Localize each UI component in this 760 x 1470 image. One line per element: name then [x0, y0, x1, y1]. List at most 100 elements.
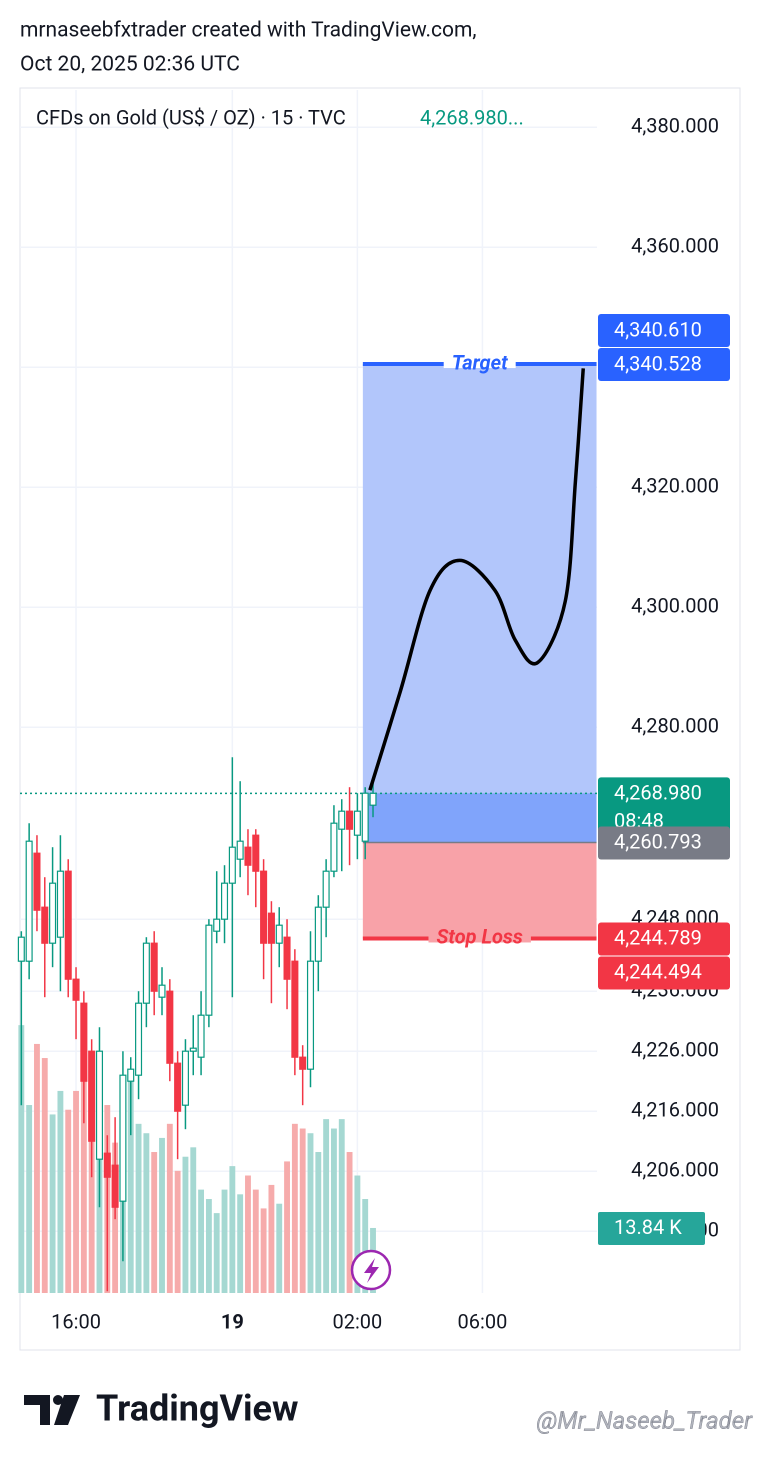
volume-bar [159, 1137, 165, 1293]
candle-body [267, 912, 275, 944]
candle-body [299, 1056, 307, 1070]
volume-bar [213, 1213, 220, 1293]
candle-body [338, 810, 346, 830]
volume-bar [57, 1090, 64, 1293]
volume-bar [245, 1175, 251, 1293]
volume-bar [205, 1199, 212, 1293]
candle-body [275, 924, 283, 944]
candle-body [361, 792, 369, 842]
volume-bar [49, 1114, 56, 1293]
x-tick-label: 02:00 [332, 1309, 382, 1333]
price-label: 4,244.494 [614, 960, 702, 984]
candle-body [72, 978, 80, 1001]
candle-body [252, 834, 260, 872]
replay-icon [350, 1249, 392, 1291]
volume-bar [323, 1119, 330, 1293]
volume-bar [284, 1161, 290, 1293]
candle-body [103, 1152, 111, 1178]
volume-bar [315, 1152, 322, 1293]
candle-body [346, 810, 354, 830]
axis-layer: 4,380.0004,360.0004,340.0004,320.0004,30… [51, 113, 730, 1333]
candle-body [119, 1074, 127, 1202]
candle-body [17, 936, 25, 962]
volume-bar [18, 1025, 25, 1293]
tradingview-logo: TradingView [24, 1388, 298, 1430]
candle-body [189, 1047, 197, 1052]
candle-body [88, 1050, 96, 1142]
volume-bar [237, 1194, 244, 1293]
volume-bar [229, 1166, 236, 1293]
candle-body [41, 906, 49, 944]
volume-bar [73, 1090, 79, 1293]
volume-bar [190, 1147, 197, 1293]
volume-bar [338, 1119, 345, 1293]
y-tick-label: 4,320.000 [631, 473, 719, 497]
volume-bar [80, 1048, 87, 1293]
price-label: 4,244.789 [614, 926, 702, 950]
candle-body [244, 846, 252, 866]
volume-bar [354, 1175, 361, 1293]
volume-bar [346, 1152, 353, 1293]
candle-layer [17, 368, 585, 1292]
stop-label: Stop Loss [436, 925, 522, 949]
price-label-bg [598, 826, 730, 860]
candle-body [283, 936, 291, 980]
target-label: Target [452, 350, 508, 374]
y-tick-label: 4,300.000 [631, 593, 719, 617]
candle-body [330, 822, 338, 872]
volume-bar [88, 1086, 95, 1293]
candle-body [25, 840, 33, 962]
date-line: Oct 20, 2025 02:36 UTC [20, 53, 240, 77]
volume-bar [307, 1133, 314, 1293]
x-tick-label: 06:00 [458, 1309, 508, 1333]
candle-body [64, 870, 72, 980]
volume-bar [252, 1189, 259, 1293]
candle-body [322, 870, 330, 908]
candle-body [111, 1164, 119, 1208]
candle-body [260, 870, 268, 944]
volume-bar [221, 1189, 228, 1293]
price-label-bg [598, 956, 730, 990]
volume-bar [331, 1128, 337, 1293]
y-tick-label: 4,360.000 [631, 233, 719, 257]
volume-bar [198, 1189, 205, 1293]
volume-bar [65, 1109, 72, 1293]
price-label-bg [598, 922, 730, 956]
legend: CFDs on Gold (US$ / OZ) · 15 · TVC [36, 105, 346, 129]
volume-bar [26, 1105, 33, 1293]
logo-text: TradingView [96, 1388, 298, 1430]
volume-bar [268, 1184, 275, 1293]
chart-frame [19, 87, 741, 1351]
price-label-bg [598, 777, 730, 840]
volume-label: 13.84 K [614, 1215, 682, 1239]
stop-zone [362, 842, 597, 939]
volume-bar [41, 1058, 48, 1293]
volume-bar [166, 1123, 173, 1293]
y-tick-label: 4,226.000 [631, 1037, 719, 1061]
candle-body [166, 990, 174, 1064]
candle-body [197, 1014, 205, 1058]
volume-bar [151, 1152, 158, 1293]
volume-bar [143, 1133, 150, 1293]
volume-bar [135, 1123, 142, 1293]
volume-layer [18, 1025, 376, 1293]
volume-bar [362, 1199, 369, 1293]
legend-price: 4,268.980... [420, 105, 524, 129]
candle-body [213, 918, 221, 932]
volume-bar [299, 1128, 306, 1293]
candle-body [174, 1062, 182, 1112]
candle-body [95, 1050, 104, 1160]
candle-body [205, 924, 213, 1016]
y-tick-label: 4,280.000 [631, 713, 719, 737]
candle-body [291, 960, 299, 1058]
price-label: 4,340.610 [614, 317, 702, 341]
candle-body [135, 1002, 143, 1076]
x-tick-label: 19 [221, 1309, 244, 1333]
candle-body [150, 942, 158, 992]
price-label-bg [598, 314, 730, 348]
volume-bar [276, 1203, 283, 1293]
candle-body [369, 792, 377, 806]
volume-bar [182, 1156, 189, 1293]
candle-body [49, 882, 57, 944]
